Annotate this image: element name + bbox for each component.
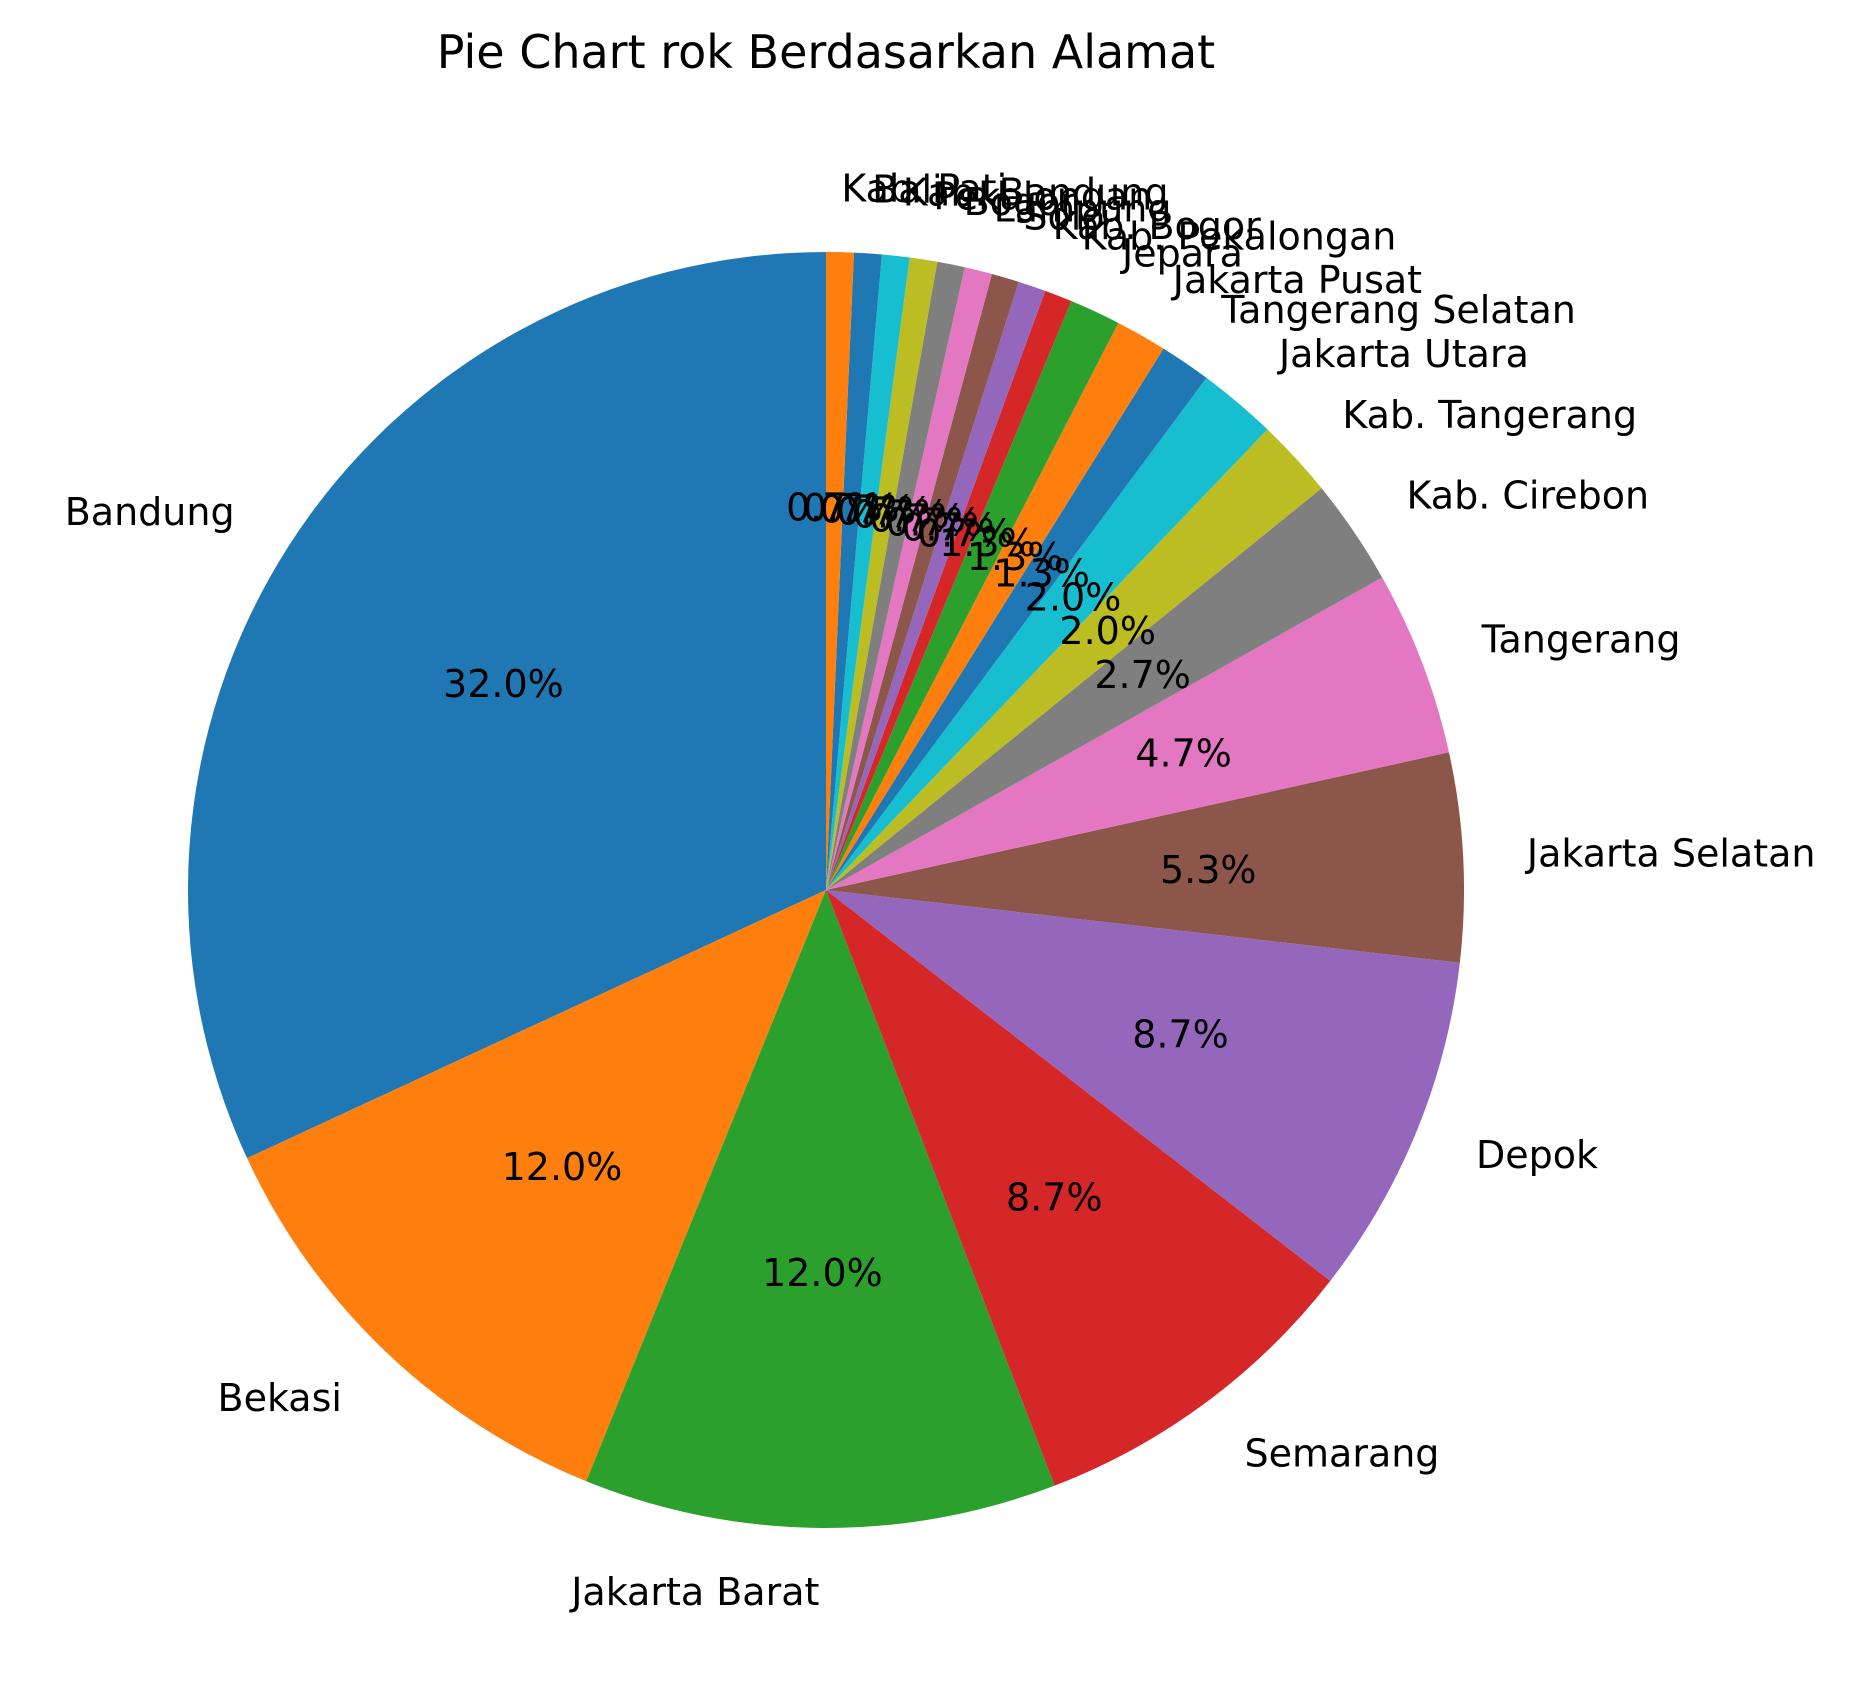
pct-label-jepara: 1.3% [939,521,1036,565]
category-labels: Bandung Bekasi Jakarta Barat Semarang Depok J… [65,166,1816,1613]
pie-slice-bandung [188,252,827,1159]
slice-label-jakarta-selatan: Jakarta Selatan [1525,832,1816,876]
slice-label-bandung: Bandung [65,490,235,534]
pie-slice-kab-bogor [826,281,1046,890]
pie-slice-semarang [826,890,1331,1486]
slice-label-semarang: Semarang [1245,1431,1440,1475]
pct-label-depok: 8.7% [1132,1012,1229,1056]
slice-label-kab-cirebon: Kab. Cirebon [1407,474,1650,518]
pct-label-jakarta-barat: 12.0% [762,1251,883,1295]
pct-label-semarang: 8.7% [1006,1175,1103,1219]
pct-label-kab-pekalongan: 0.7% [917,511,1014,555]
slice-label-kab-pekalongan: Kab. Pekalongan [1082,214,1397,258]
pie-slice-jakarta-selatan [826,752,1464,963]
slice-label-bali: Bali [872,168,942,212]
slice-label-kab-bogor: Kab. Bogor [1053,204,1262,248]
slice-label-kab-pati: Kab. Pati [841,166,1007,210]
pie-slice-jakarta-utara [826,377,1268,890]
slice-label-jakarta-utara: Jakarta Utara [1277,332,1529,376]
pct-label-jakarta-selatan: 5.3% [1160,848,1257,892]
slice-label-kab-bandung: Kab. Bandung [903,170,1169,214]
slice-label-tangerang: Tangerang [1481,618,1681,662]
pct-label-kab-pati: 0.7% [786,485,883,529]
slice-label-jakarta-pusat: Jakarta Pusat [1171,258,1422,302]
slice-label-bogor: Bogor [964,180,1077,224]
pie-slice-lampung [826,267,992,890]
pct-label-jakarta-pusat: 1.3% [967,535,1064,579]
pct-label-kab-bandung: 0.7% [820,487,917,531]
pie-slice-bogor [826,261,965,890]
slice-label-jakarta-barat: Jakarta Barat [569,1570,819,1614]
pie-slice-jakarta-barat [586,890,1055,1528]
pct-label-kab-bogor: 0.7% [901,506,998,550]
pct-label-lampung: 0.7% [869,496,966,540]
pct-label-bogor: 0.7% [853,493,950,537]
pie-slice-jakarta-pusat [826,322,1164,890]
chart-title: Pie Chart rok Berdasarkan Alamat [437,25,1215,79]
pie-slice-kab-cirebon [826,488,1383,890]
slice-label-bekasi: Bekasi [218,1376,342,1420]
pct-label-kab-cirebon: 2.7% [1094,653,1191,697]
pie-slice-kab-pati [826,252,854,890]
pct-label-pekalongan: 0.7% [836,490,933,534]
pie-slice-depok [826,890,1460,1281]
pie-slice-kab-bandung [826,254,910,890]
pie-slice-bali [826,252,882,891]
slice-label-pekalongan: Pekalongan [933,174,1152,218]
pct-label-bekasi: 12.0% [502,1145,623,1189]
percent-labels: 32.0%12.0%12.0%8.7%8.7%5.3%4.7%2.7%2.0%2… [443,485,1257,1294]
pct-label-tangerang-selatan: 1.3% [993,552,1090,596]
pie-slice-tangerang-selatan [826,348,1207,891]
slice-label-solo: Solo [1023,195,1104,239]
pct-label-kab-tangerang: 2.0% [1059,609,1156,653]
slice-label-depok: Depok [1476,1133,1598,1177]
pie-slice-jepara [826,301,1119,890]
pct-label-bali: 0.7% [803,486,900,530]
pie-slices [188,252,1464,1528]
slice-label-kab-tangerang: Kab. Tangerang [1342,393,1637,437]
pie-slice-solo [826,273,1019,891]
pct-label-jakarta-utara: 2.0% [1025,576,1122,620]
pie-slice-pekalongan [826,257,938,890]
pie-slice-kab-tangerang [826,429,1322,890]
slice-label-jepara: Jepara [1120,232,1243,276]
pct-label-solo: 0.7% [885,501,982,545]
slice-label-lampung: Lampung [994,187,1172,231]
pct-label-tangerang: 4.7% [1135,731,1232,775]
pct-label-bandung: 32.0% [443,662,564,706]
pie-slice-kab-pekalongan [826,290,1072,891]
slice-label-tangerang-selatan: Tangerang Selatan [1220,288,1576,332]
pie-slice-bekasi [247,890,826,1482]
pie-slice-tangerang [826,577,1449,890]
